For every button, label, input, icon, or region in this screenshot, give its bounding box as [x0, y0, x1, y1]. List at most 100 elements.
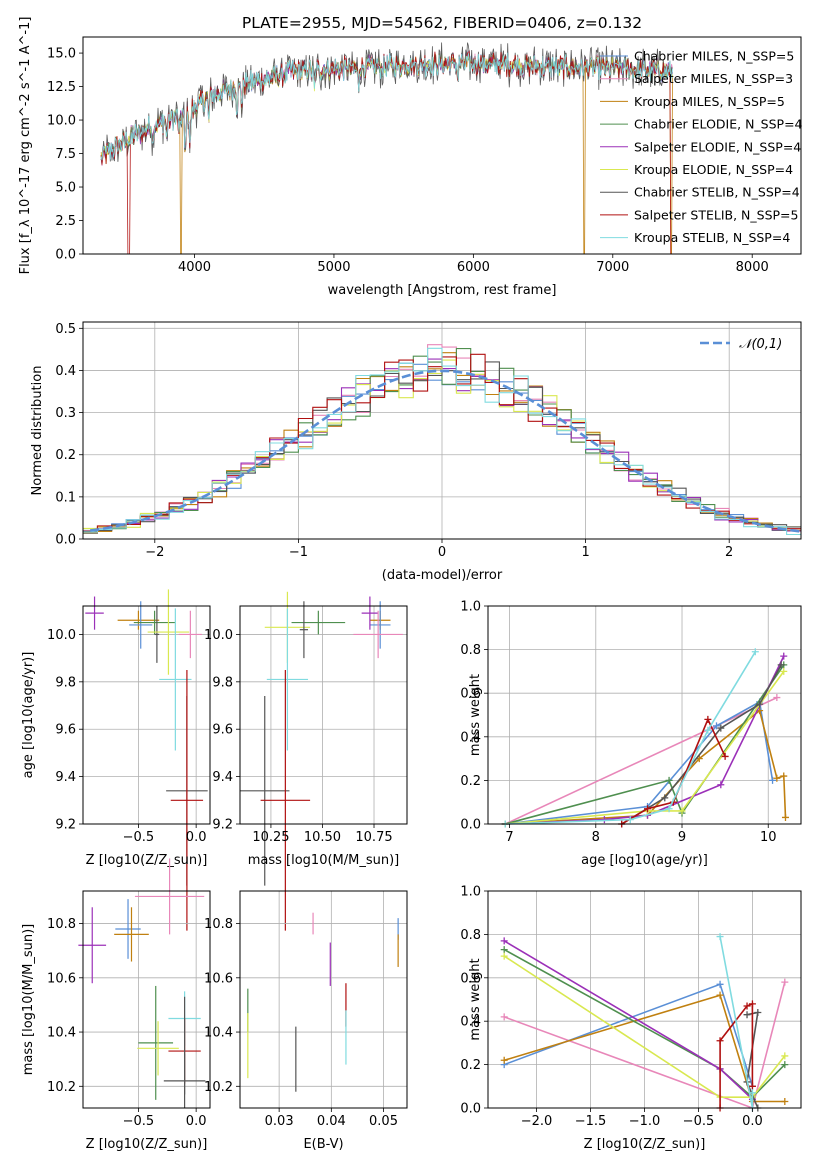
y-axis-label: age [log10(age/yr)]	[21, 652, 36, 779]
data-marker	[500, 937, 508, 945]
x-tick-label: −1	[289, 545, 308, 560]
y-tick-label: 10.8	[204, 917, 233, 932]
y-tick-label: 0.0	[460, 818, 481, 833]
axes-frame	[239, 605, 408, 825]
mass-weight-line	[505, 651, 756, 825]
x-tick-label: 0.03	[265, 1114, 294, 1129]
data-marker	[748, 1089, 756, 1097]
x-axis-label: mass [log10(M/M_sun)]	[248, 853, 400, 868]
age-vs-mass-panel: 10.25 10.50 10.75 9.2 9.4 9.6 9.8 10.0 mass [log…	[204, 591, 408, 931]
chart-title: PLATE=2955, MJD=54562, FIBERID=0406, z=0…	[242, 14, 642, 32]
data-marker	[500, 1056, 508, 1064]
data-marker	[712, 722, 720, 730]
x-tick-label: −1.5	[575, 1114, 607, 1129]
data-marker	[769, 776, 777, 784]
y-tick-label: 10.2	[204, 1080, 233, 1095]
x-axis-label: Z [log10(Z/Z_sun)]	[86, 853, 208, 868]
x-tick-label: 0	[438, 545, 446, 560]
x-axis-label: E(B-V)	[303, 1137, 343, 1152]
data-marker	[754, 1009, 762, 1017]
data-marker	[780, 652, 788, 660]
data-marker	[716, 1037, 724, 1045]
y-tick-label: 0.6	[460, 687, 481, 702]
data-marker	[781, 978, 789, 986]
data-marker	[678, 807, 686, 815]
x-axis-label: age [log10(age/yr)]	[581, 853, 708, 868]
y-tick-label: 0.2	[460, 1058, 481, 1073]
axes-frame	[82, 605, 211, 825]
histogram-line	[83, 347, 801, 536]
histogram-line	[83, 353, 801, 533]
x-tick-label: 0.0	[186, 830, 207, 845]
data-marker	[665, 805, 673, 813]
y-tick-label: 10.6	[204, 971, 233, 986]
y-tick-label: 10.4	[47, 1026, 76, 1041]
y-tick-label: 12.5	[47, 80, 76, 95]
normal-curve	[90, 369, 802, 533]
data-marker	[781, 813, 789, 821]
y-tick-label: 9.2	[212, 818, 233, 833]
y-tick-label: 0.3	[55, 406, 76, 421]
axes-frame	[82, 890, 211, 1109]
spectrum-panel: 4000 5000 6000 7000 8000 0.0 2.5 5.0 7.5 10.0 12.5…	[18, 14, 803, 298]
data-marker	[500, 952, 508, 960]
x-tick-label: 0.0	[742, 1114, 763, 1129]
data-marker	[626, 816, 634, 824]
y-tick-label: 0.2	[460, 774, 481, 789]
y-tick-label: 0.4	[460, 730, 481, 745]
data-marker	[780, 772, 788, 780]
data-marker	[748, 1082, 756, 1090]
legend-label: Salpeter STELIB, N_SSP=5	[634, 207, 798, 222]
data-marker	[704, 715, 712, 723]
x-tick-label: 5000	[317, 260, 350, 275]
histogram-line	[83, 361, 801, 532]
y-axis-label: Normed distribution	[30, 366, 45, 496]
y-tick-label: 9.8	[55, 675, 76, 690]
data-marker	[721, 752, 729, 760]
spectrum-line	[100, 52, 673, 161]
x-tick-label: 7000	[596, 260, 629, 275]
mass-vs-metallicity-panel: −0.5 0.0 10.2 10.4 10.6 10.8 Z [log10(Z/Z_sun)…	[21, 858, 211, 1152]
spectrum-line	[100, 50, 673, 255]
data-marker	[743, 1002, 751, 1010]
x-axis-label: Z [log10(Z/Z_sun)]	[86, 1137, 208, 1152]
massweight-vs-metallicity-panel: −2.0 −1.5 −1.0 −0.5 0.0 0.0 0.2 0.4 0.6 0.8 1.0 Z […	[460, 885, 802, 1152]
y-axis-label: Flux [f_λ 10^-17 erg cm^-2 s^-1 A^-1]	[18, 17, 33, 275]
data-marker	[756, 700, 764, 708]
mass-weight-line	[503, 940, 753, 1100]
data-marker	[500, 946, 508, 954]
x-tick-label: 7	[505, 830, 513, 845]
data-marker	[751, 648, 759, 656]
age-vs-metallicity-panel: −0.5 0.0 9.2 9.4 9.6 9.8 10.0 Z [log10(Z/Z_sun)…	[21, 589, 211, 931]
x-tick-label: −0.5	[123, 830, 155, 845]
data-marker	[716, 991, 724, 999]
data-marker	[661, 794, 669, 802]
residuals-panel: −2 −1 0 1 2 0.0 0.1 0.2 0.3 0.4 0.5 (data-model)/er…	[30, 321, 802, 583]
y-tick-label: 0.2	[55, 448, 76, 463]
data-marker	[716, 933, 724, 941]
y-tick-label: 9.6	[55, 723, 76, 738]
x-tick-label: 0.05	[369, 1114, 398, 1129]
y-tick-label: 9.4	[212, 770, 233, 785]
x-tick-label: 10.25	[252, 830, 289, 845]
legend-label: Salpeter MILES, N_SSP=3	[634, 71, 793, 86]
legend-label: Chabrier MILES, N_SSP=5	[634, 49, 794, 64]
y-axis-label: mass [log10(M/M_sun)]	[21, 924, 36, 1076]
data-marker	[780, 667, 788, 675]
data-marker	[748, 1000, 756, 1008]
x-tick-label: 10	[760, 830, 777, 845]
y-tick-label: 9.6	[212, 723, 233, 738]
x-tick-label: 9	[678, 830, 686, 845]
legend-label: 𝒩(0,1)	[739, 337, 782, 352]
mass-weight-line	[503, 994, 785, 1103]
x-tick-label: 0.0	[186, 1114, 207, 1129]
data-marker	[777, 661, 785, 669]
y-tick-label: 7.5	[55, 147, 76, 162]
data-marker	[644, 805, 652, 813]
y-tick-label: 10.0	[204, 628, 233, 643]
y-tick-label: 0.8	[460, 928, 481, 943]
y-tick-label: 0.8	[460, 643, 481, 658]
data-marker	[743, 1011, 751, 1019]
y-tick-label: 9.2	[55, 818, 76, 833]
